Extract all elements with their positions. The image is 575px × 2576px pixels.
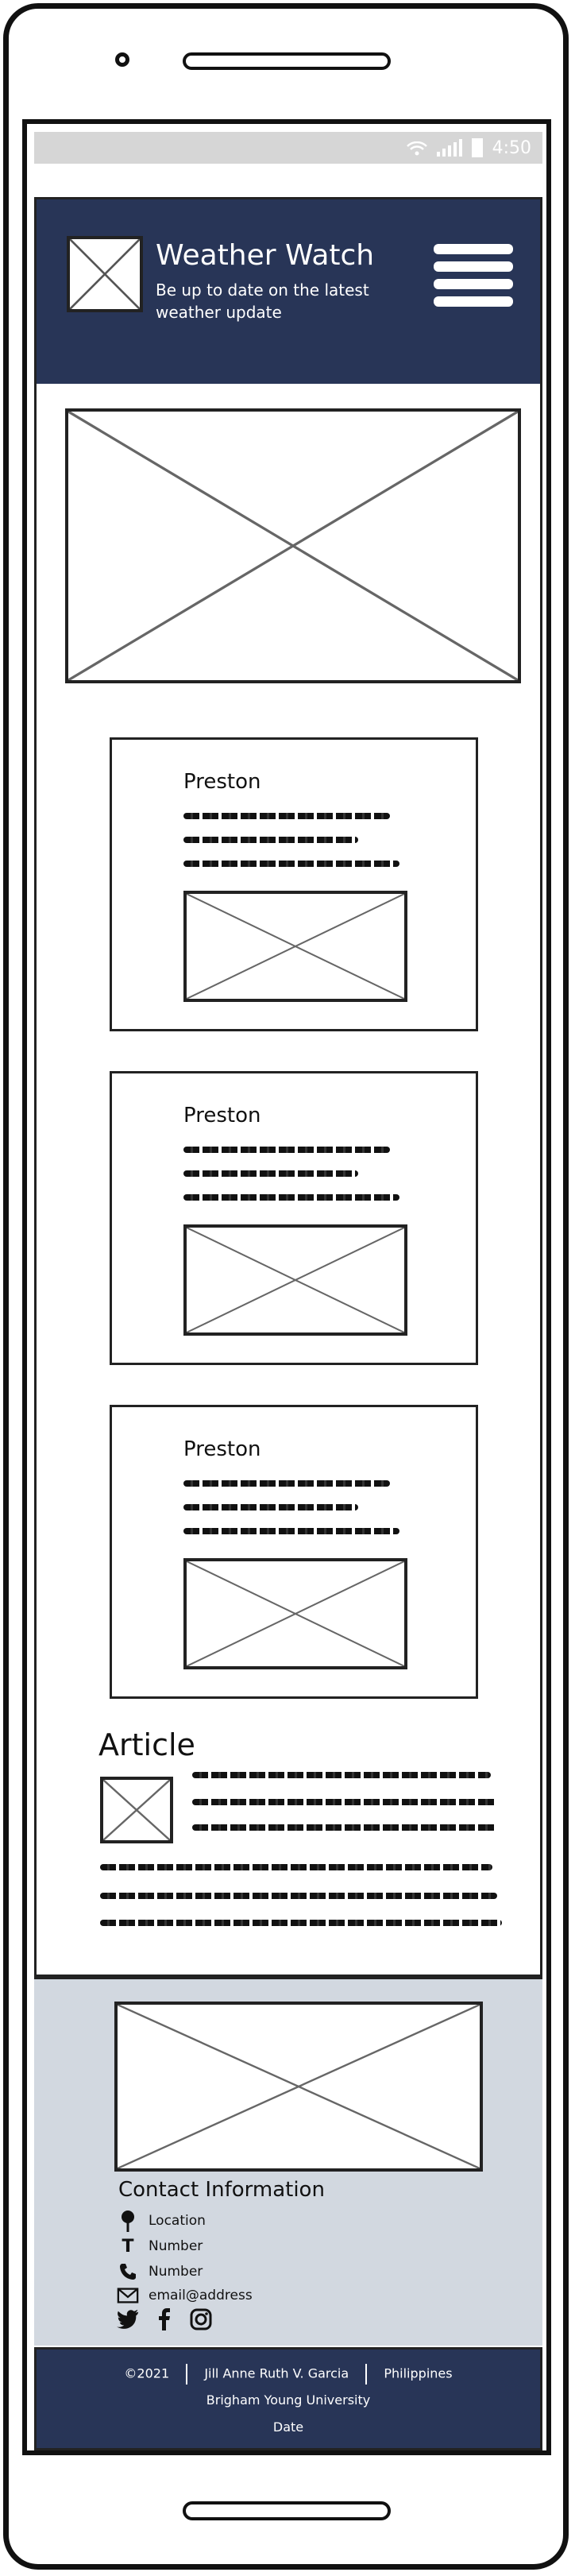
- phone-icon: [117, 2261, 139, 2283]
- contact-number-2: Number: [117, 2261, 203, 2283]
- contact-number-1: T Number: [117, 2235, 203, 2257]
- text-scribble: [183, 1480, 390, 1487]
- site-tagline: Be up to date on the latest weather upda…: [156, 280, 369, 322]
- text-scribble: [183, 861, 399, 867]
- map-pin-icon: [117, 2210, 139, 2232]
- weather-card[interactable]: Preston: [110, 1071, 478, 1365]
- article-text-scribble: [192, 1824, 497, 1831]
- text-scribble: [183, 813, 390, 819]
- contact-number-text: Number: [149, 2264, 203, 2280]
- text-scribble: [183, 1170, 358, 1177]
- app-content: Weather Watch Be up to date on the lates…: [34, 197, 542, 1977]
- hamburger-menu-icon[interactable]: [434, 244, 513, 307]
- status-time: 4:50: [492, 137, 531, 158]
- article-heading: Article: [98, 1727, 195, 1762]
- article-text-scribble: [100, 1893, 497, 1899]
- text-scribble: [183, 837, 358, 843]
- logo-placeholder: [67, 236, 143, 312]
- footer-country: Philippines: [384, 2365, 453, 2381]
- contact-number-text: Number: [149, 2238, 203, 2254]
- article-text-scribble: [192, 1799, 497, 1805]
- contact-heading: Contact Information: [118, 2178, 325, 2202]
- footer-author: Jill Anne Ruth V. Garcia: [204, 2365, 349, 2381]
- hero-image-placeholder: [65, 408, 521, 683]
- card-image-placeholder: [183, 1224, 407, 1336]
- card-title: Preston: [183, 1104, 261, 1127]
- speaker-slot: [183, 52, 391, 70]
- text-scribble: [183, 1194, 399, 1201]
- text-scribble: [183, 1528, 399, 1534]
- footer-separator: [365, 2364, 368, 2385]
- envelope-icon: [117, 2284, 139, 2307]
- status-bar: 4:50: [34, 132, 542, 164]
- footer-date: Date: [272, 2419, 304, 2435]
- twitter-icon[interactable]: [117, 2308, 139, 2330]
- site-footer: ©2021 Jill Anne Ruth V. Garcia Philippin…: [34, 2347, 542, 2450]
- footer-school: Brigham Young University: [206, 2392, 371, 2408]
- battery-icon: [471, 138, 483, 157]
- home-button[interactable]: [183, 2501, 391, 2520]
- article-text-scribble: [100, 1864, 492, 1870]
- text-scribble: [183, 1504, 358, 1510]
- article-text-scribble: [100, 1920, 502, 1926]
- weather-card[interactable]: Preston: [110, 737, 478, 1031]
- facebook-icon[interactable]: [153, 2308, 176, 2330]
- contact-section: Contact Information Location T Number Nu…: [34, 1977, 542, 2346]
- instagram-icon[interactable]: [190, 2308, 212, 2330]
- contact-email-text: email@address: [149, 2288, 253, 2303]
- footer-copyright: ©2021: [124, 2365, 170, 2381]
- map-image-placeholder: [114, 2002, 483, 2172]
- camera-dot: [115, 52, 129, 67]
- wifi-icon: [406, 141, 427, 156]
- article-text-scribble: [192, 1772, 491, 1778]
- text-t-icon: T: [122, 2236, 134, 2257]
- contact-email[interactable]: email@address: [117, 2284, 253, 2307]
- card-image-placeholder: [183, 1558, 407, 1669]
- contact-location-text: Location: [149, 2213, 206, 2229]
- card-title: Preston: [183, 770, 261, 794]
- card-title: Preston: [183, 1437, 261, 1461]
- card-image-placeholder: [183, 891, 407, 1002]
- text-scribble: [183, 1147, 390, 1153]
- site-title: Weather Watch: [156, 239, 375, 272]
- footer-separator: [186, 2364, 188, 2385]
- site-header: Weather Watch Be up to date on the lates…: [37, 199, 540, 384]
- screen-border: [22, 119, 551, 2455]
- signal-icon: [436, 139, 462, 157]
- weather-card[interactable]: Preston: [110, 1405, 478, 1699]
- footer-line-1: ©2021 Jill Anne Ruth V. Garcia Philippin…: [37, 2364, 540, 2385]
- article-image-placeholder: [100, 1777, 173, 1843]
- contact-location: Location: [117, 2210, 206, 2232]
- social-links: [117, 2308, 212, 2330]
